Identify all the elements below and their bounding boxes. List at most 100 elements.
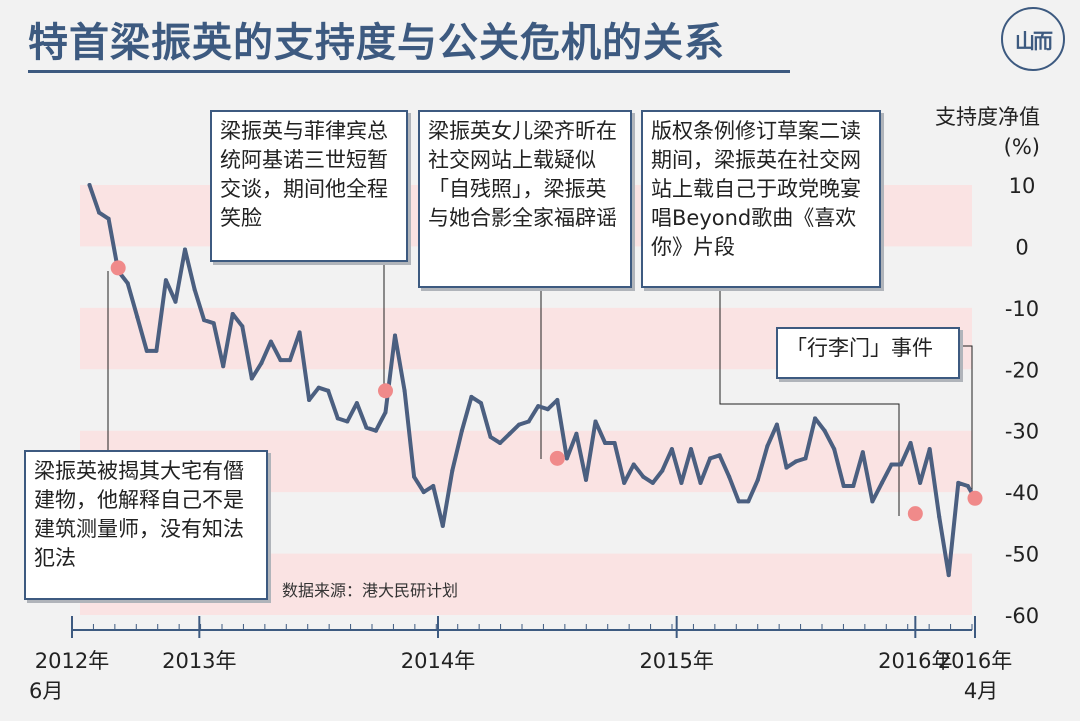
data-point <box>326 388 331 393</box>
x-tick-sublabel: 6月 <box>29 679 63 703</box>
data-point <box>412 474 417 479</box>
data-point <box>478 401 483 406</box>
x-tick-label: 2016年 <box>878 649 952 673</box>
x-tick-label: 2012年 <box>35 649 109 673</box>
data-point <box>765 444 770 449</box>
data-point <box>736 499 741 504</box>
data-point <box>163 278 168 283</box>
data-point <box>526 419 531 424</box>
data-point <box>822 428 827 433</box>
data-point <box>708 456 713 461</box>
data-source: 数据来源：港大民研计划 <box>282 581 459 600</box>
data-point <box>536 404 541 409</box>
y-tick-label: -10 <box>1005 297 1039 321</box>
data-point <box>97 210 102 215</box>
data-point <box>192 287 197 292</box>
data-point <box>918 480 923 485</box>
y-tick-label: 10 <box>1009 174 1036 198</box>
page-title: 特首梁振英的支持度与公关危机的关系 <box>28 20 725 66</box>
data-point <box>794 459 798 464</box>
data-point <box>316 385 321 390</box>
data-point <box>746 499 751 504</box>
data-point <box>555 398 560 402</box>
y-axis-label-line1: 支持度净值 <box>935 105 1040 129</box>
data-point <box>583 477 588 482</box>
data-point <box>641 474 646 479</box>
data-point <box>211 321 216 326</box>
data-point <box>832 447 837 452</box>
data-point <box>144 348 149 353</box>
data-point <box>517 422 522 427</box>
data-point <box>631 462 636 467</box>
event-marker-5 <box>967 490 983 506</box>
data-point <box>669 447 674 452</box>
data-point <box>937 514 942 519</box>
data-point <box>202 318 207 323</box>
y-axis-label: 支持度净值 (%) <box>900 102 1040 162</box>
data-point <box>288 358 293 363</box>
callout-leader-4 <box>719 288 900 516</box>
data-point <box>851 484 856 488</box>
data-point <box>383 410 388 415</box>
callout-leader-5 <box>960 345 973 500</box>
event-marker-2 <box>377 383 393 399</box>
data-point <box>727 474 732 479</box>
data-point <box>421 490 426 495</box>
data-point <box>660 468 665 473</box>
data-point <box>249 376 254 381</box>
data-point <box>268 339 273 344</box>
data-point <box>860 450 865 455</box>
data-point <box>650 480 655 485</box>
data-point <box>183 247 188 252</box>
x-tick-label: 2014年 <box>401 649 475 673</box>
data-point <box>297 330 302 335</box>
data-point <box>240 324 245 329</box>
callout-copyright-bill: 版权条例修订草案二读期间，梁振英在社交网站上载自己于政党晚宴唱Beyond歌曲《… <box>641 110 881 288</box>
data-point <box>545 407 550 412</box>
x-tick-sublabel: 4月 <box>964 679 998 703</box>
data-point <box>354 401 359 406</box>
title-underline <box>28 70 790 73</box>
data-point <box>335 416 340 421</box>
data-point <box>87 183 92 187</box>
data-point <box>899 462 904 467</box>
data-point <box>574 431 579 436</box>
data-point <box>393 333 398 338</box>
data-point <box>498 441 503 445</box>
data-point <box>956 480 961 485</box>
y-tick-label: -40 <box>1005 481 1039 505</box>
callout-philippines-president: 梁振英与菲律宾总统阿基诺三世短暂交谈，期间他全程笑脸 <box>210 110 408 262</box>
event-marker-3 <box>549 450 565 466</box>
data-point <box>784 465 789 470</box>
data-point <box>603 441 608 445</box>
data-point <box>688 447 693 452</box>
data-point <box>259 361 264 366</box>
event-marker-4 <box>907 506 923 522</box>
event-marker-1 <box>110 260 126 276</box>
data-point <box>345 419 350 424</box>
data-point <box>946 573 951 578</box>
callout-daughter-photo: 梁振英女儿梁齐昕在社交网站上载疑似「自残照」，梁振英与她合影全家福辟谣 <box>418 110 632 288</box>
data-point <box>373 428 378 433</box>
data-point <box>841 484 846 488</box>
data-point <box>870 499 875 504</box>
y-tick-label: -20 <box>1005 358 1039 382</box>
data-point <box>135 315 140 320</box>
x-tick-label: 2016年 <box>938 649 1012 673</box>
logo-badge: 山而 <box>1001 7 1065 71</box>
data-point <box>402 388 407 393</box>
data-point <box>622 480 627 485</box>
data-point <box>125 281 130 286</box>
data-point <box>440 523 445 528</box>
data-point <box>507 431 512 436</box>
y-tick-label: -60 <box>1005 604 1039 628</box>
data-point <box>459 428 464 433</box>
y-tick-label: 0 <box>1015 235 1028 259</box>
data-point <box>173 299 178 304</box>
data-point <box>774 422 779 427</box>
data-point <box>755 477 760 482</box>
data-point <box>803 456 808 461</box>
data-point <box>230 312 235 316</box>
data-point <box>278 358 283 363</box>
data-point <box>431 484 436 488</box>
